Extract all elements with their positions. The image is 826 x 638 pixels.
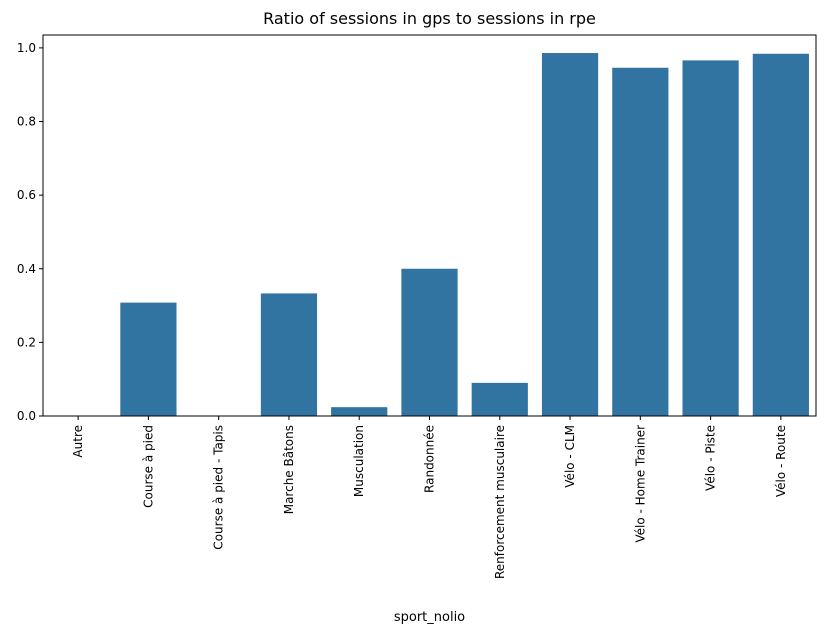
bar: [120, 302, 177, 416]
plot-frame: [42, 34, 817, 417]
chart-title: Ratio of sessions in gps to sessions in …: [263, 9, 596, 28]
x-tick-label: Renforcement musculaire: [493, 425, 507, 579]
x-tick-label: Course à pied - Tapis: [212, 425, 226, 550]
bar: [331, 407, 388, 416]
bar: [541, 53, 599, 416]
y-tick-label: 0.8: [17, 115, 36, 129]
x-tick-label: Vélo - CLM: [563, 425, 577, 488]
bar: [260, 293, 318, 416]
bar: [612, 67, 669, 416]
x-axis: Autre Course à pied Course à pied - Tapis M…: [71, 416, 788, 579]
x-tick-label: Course à pied: [141, 425, 155, 508]
y-tick-label: 0.2: [17, 335, 36, 349]
x-tick-label: Vélo - Route: [774, 425, 788, 497]
bar: [401, 268, 458, 416]
bars-group: [120, 53, 809, 417]
y-tick-label: 1.0: [17, 41, 36, 55]
bar: [682, 60, 739, 417]
x-tick-label: Vélo - Piste: [704, 425, 718, 491]
x-tick-label: Autre: [71, 425, 85, 458]
x-tick-label: Marche Bâtons: [282, 425, 296, 514]
bar: [471, 382, 528, 416]
x-tick-label: Vélo - Home Trainer: [633, 425, 647, 543]
x-tick-label: Randonnée: [423, 425, 437, 493]
y-axis: 0.0 0.2 0.4 0.6 0.8 1.0: [17, 41, 43, 423]
y-tick-label: 0.4: [17, 262, 36, 276]
x-tick-label: Musculation: [352, 425, 366, 497]
bar: [752, 53, 809, 417]
y-tick-label: 0.6: [17, 188, 36, 202]
y-tick-label: 0.0: [17, 409, 36, 423]
x-axis-label: sport_nolio: [394, 610, 465, 625]
